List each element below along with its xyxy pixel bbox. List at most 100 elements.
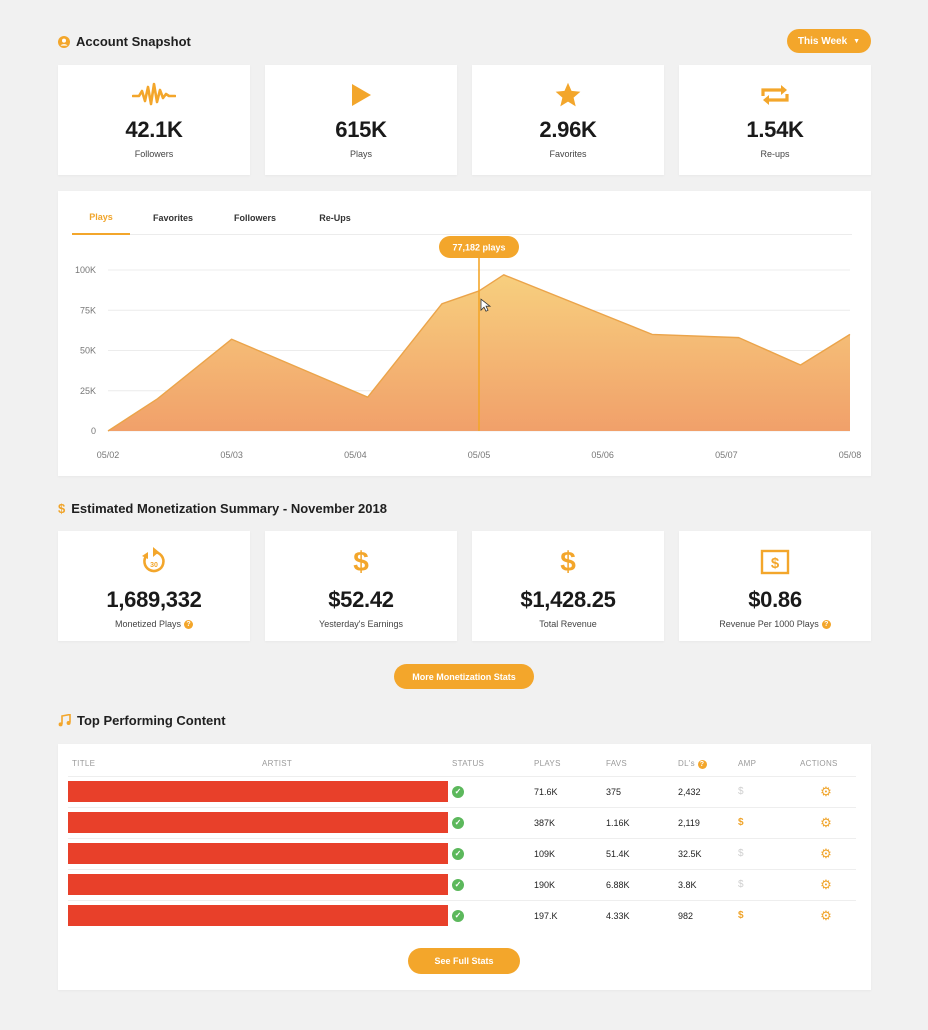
amp-dollar-icon: $ bbox=[738, 848, 744, 859]
favs-cell: 4.33K bbox=[602, 899, 674, 931]
tab-plays[interactable]: Plays bbox=[72, 200, 130, 235]
time-range-dropdown[interactable]: This Week ▼ bbox=[787, 29, 871, 53]
waveform-icon bbox=[132, 81, 176, 109]
column-header-status[interactable]: STATUS bbox=[452, 759, 485, 769]
stat-value: 615K bbox=[335, 117, 387, 142]
dls-cell: 2,119 bbox=[674, 806, 734, 838]
y-tick-label: 0 bbox=[91, 426, 96, 436]
svg-text:30: 30 bbox=[150, 562, 158, 569]
y-tick-label: 25K bbox=[80, 386, 96, 396]
stat-value: 42.1K bbox=[125, 117, 183, 142]
y-tick-label: 50K bbox=[80, 346, 96, 356]
status-cell: ✓ bbox=[448, 899, 530, 931]
music-note-icon bbox=[58, 714, 71, 727]
amp-cell: $ bbox=[734, 806, 796, 838]
status-cell: ✓ bbox=[448, 868, 530, 900]
monetized-plays-card: 30 1,689,332 Monetized Plays? bbox=[58, 531, 250, 641]
revenue-per-1000-card: $ $0.86 Revenue Per 1000 Plays? bbox=[679, 531, 871, 641]
see-full-stats-button[interactable]: See Full Stats bbox=[408, 948, 520, 974]
play-icon bbox=[349, 81, 373, 109]
x-tick-label: 05/04 bbox=[344, 450, 367, 460]
favs-cell: 1.16K bbox=[602, 806, 674, 838]
redaction-bar bbox=[68, 843, 448, 864]
table-row[interactable]: ✓ 71.6K 375 2,432 $ ⚙ bbox=[68, 775, 856, 807]
more-monetization-stats-button[interactable]: More Monetization Stats bbox=[394, 664, 534, 689]
dollar-icon: $ bbox=[353, 546, 369, 577]
x-tick-label: 05/06 bbox=[591, 450, 614, 460]
stat-value: 1.54K bbox=[746, 117, 804, 142]
y-tick-label: 75K bbox=[80, 305, 96, 315]
dollar-icon: $ bbox=[58, 501, 66, 516]
column-header-dls[interactable]: DL's ? bbox=[674, 752, 734, 776]
x-tick-label: 05/05 bbox=[468, 450, 491, 460]
dls-cell: 3.8K bbox=[674, 868, 734, 900]
plays-cell: 71.6K bbox=[530, 775, 602, 807]
actions-cell: ⚙ bbox=[796, 899, 856, 931]
info-icon[interactable]: ? bbox=[184, 619, 194, 629]
tab-reups[interactable]: Re-Ups bbox=[319, 212, 351, 223]
status-cell: ✓ bbox=[448, 775, 530, 807]
check-circle-icon: ✓ bbox=[452, 785, 464, 798]
x-tick-label: 05/08 bbox=[839, 450, 862, 460]
monetization-value: $1,428.25 bbox=[520, 587, 616, 612]
monetization-title: Estimated Monetization Summary - Novembe… bbox=[71, 501, 387, 516]
gear-icon[interactable]: ⚙ bbox=[820, 876, 832, 892]
info-icon[interactable]: ? bbox=[697, 759, 707, 769]
redacted-title-artist bbox=[68, 806, 448, 838]
monetization-label: Monetized Plays? bbox=[115, 619, 194, 629]
mouse-cursor-icon bbox=[480, 298, 492, 312]
plays-area-chart[interactable]: 0 25K 50K 75K 100K 05/02 05/03 05/04 05/05 05/06 0… bbox=[58, 235, 871, 470]
user-circle-icon bbox=[58, 35, 70, 48]
redaction-bar bbox=[68, 812, 448, 833]
plays-cell: 197.K bbox=[530, 899, 602, 931]
gear-icon[interactable]: ⚙ bbox=[820, 845, 832, 861]
stat-card-followers: 42.1K Followers bbox=[58, 65, 250, 175]
amp-dollar-icon: $ bbox=[738, 879, 744, 890]
top-content-title: Top Performing Content bbox=[77, 713, 226, 728]
redaction-bar bbox=[68, 874, 448, 895]
favs-cell: 51.4K bbox=[602, 837, 674, 869]
stat-card-favorites: 2.96K Favorites bbox=[472, 65, 664, 175]
stat-card-reups: 1.54K Re-ups bbox=[679, 65, 871, 175]
x-tick-label: 05/02 bbox=[97, 450, 120, 460]
table-row[interactable]: ✓ 109K 51.4K 32.5K $ ⚙ bbox=[68, 837, 856, 869]
table-header-row: TITLE ARTIST STATUS PLAYS FAVS DL's ? AM… bbox=[68, 752, 856, 776]
y-tick-label: 100K bbox=[75, 265, 96, 275]
gear-icon[interactable]: ⚙ bbox=[820, 783, 832, 799]
redacted-title-artist bbox=[68, 868, 448, 900]
tab-favorites[interactable]: Favorites bbox=[152, 212, 194, 223]
column-header-plays[interactable]: PLAYS bbox=[534, 759, 561, 769]
monetization-label: Revenue Per 1000 Plays? bbox=[719, 619, 831, 629]
amp-cell: $ bbox=[734, 899, 796, 931]
table-row[interactable]: ✓ 190K 6.88K 3.8K $ ⚙ bbox=[68, 868, 856, 900]
column-header-amp[interactable]: AMP bbox=[738, 759, 757, 769]
column-header-actions[interactable]: ACTIONS bbox=[800, 759, 838, 769]
dollar-icon: $ bbox=[560, 546, 576, 577]
gear-icon[interactable]: ⚙ bbox=[820, 814, 832, 830]
check-circle-icon: ✓ bbox=[452, 816, 464, 829]
info-icon[interactable]: ? bbox=[821, 619, 831, 629]
actions-cell: ⚙ bbox=[796, 837, 856, 869]
favs-cell: 375 bbox=[602, 775, 674, 807]
gear-icon[interactable]: ⚙ bbox=[820, 907, 832, 923]
x-tick-label: 05/07 bbox=[715, 450, 738, 460]
top-content-heading: Top Performing Content bbox=[58, 713, 226, 728]
table-row[interactable]: ✓ 387K 1.16K 2,119 $ ⚙ bbox=[68, 806, 856, 838]
tab-followers[interactable]: Followers bbox=[233, 212, 276, 223]
column-header-title[interactable]: TITLE bbox=[72, 759, 96, 769]
dollar-bill-icon: $ bbox=[760, 547, 790, 577]
amp-cell: $ bbox=[734, 868, 796, 900]
monetization-heading: $ Estimated Monetization Summary - Novem… bbox=[58, 501, 387, 516]
tooltip-label: 77,182 plays bbox=[452, 243, 505, 253]
check-circle-icon: ✓ bbox=[452, 878, 464, 891]
column-header-favs[interactable]: FAVS bbox=[606, 759, 628, 769]
dls-cell: 32.5K bbox=[674, 837, 734, 869]
chart-tabs: Plays Favorites Followers Re-Ups bbox=[72, 200, 852, 235]
total-revenue-card: $ $1,428.25 Total Revenue bbox=[472, 531, 664, 641]
monetization-value: $52.42 bbox=[328, 587, 394, 612]
table-row[interactable]: ✓ 197.K 4.33K 982 $ ⚙ bbox=[68, 899, 856, 931]
plays-cell: 387K bbox=[530, 806, 602, 838]
column-header-artist[interactable]: ARTIST bbox=[262, 759, 293, 769]
amp-cell: $ bbox=[734, 837, 796, 869]
redacted-title-artist bbox=[68, 837, 448, 869]
